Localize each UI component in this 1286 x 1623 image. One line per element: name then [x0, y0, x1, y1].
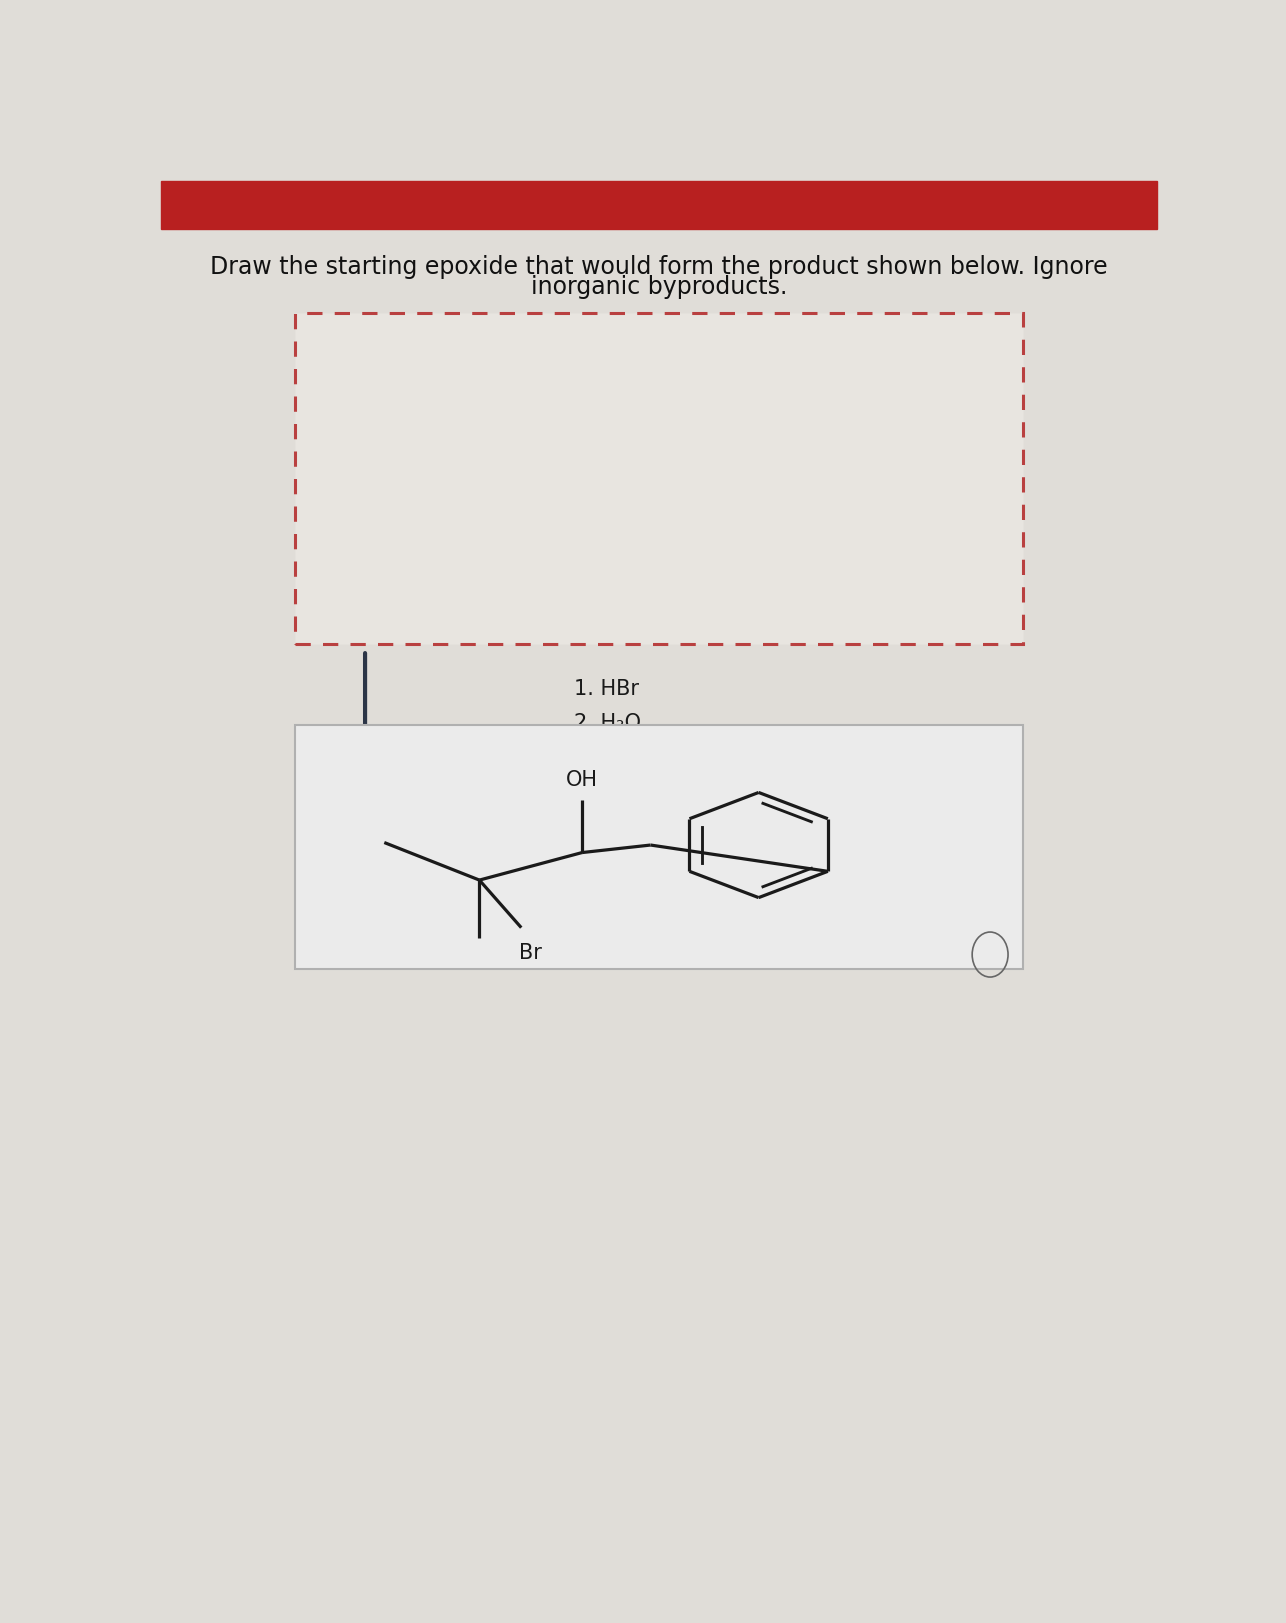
Text: 1. HBr: 1. HBr [575, 678, 639, 698]
Text: Draw the starting epoxide that would form the product shown below. Ignore: Draw the starting epoxide that would for… [211, 255, 1107, 279]
Bar [296, 313, 1022, 644]
Text: inorganic byproducts.: inorganic byproducts. [531, 276, 787, 299]
Text: 2. H₂O: 2. H₂O [575, 712, 642, 732]
Text: Br: Br [520, 941, 541, 962]
Text: Drawing: Drawing [621, 487, 697, 505]
Text: Q: Q [986, 949, 994, 959]
Bar [161, 182, 1157, 230]
Text: OH: OH [566, 769, 598, 789]
Bar [296, 725, 1022, 969]
